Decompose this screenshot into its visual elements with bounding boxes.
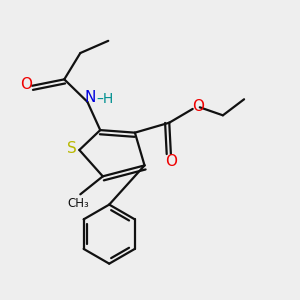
Text: –H: –H [96,92,114,106]
Text: O: O [193,100,205,115]
Text: S: S [68,141,77,156]
Text: O: O [166,154,178,169]
Text: N: N [84,91,96,106]
Text: CH₃: CH₃ [68,197,90,210]
Text: O: O [20,77,32,92]
